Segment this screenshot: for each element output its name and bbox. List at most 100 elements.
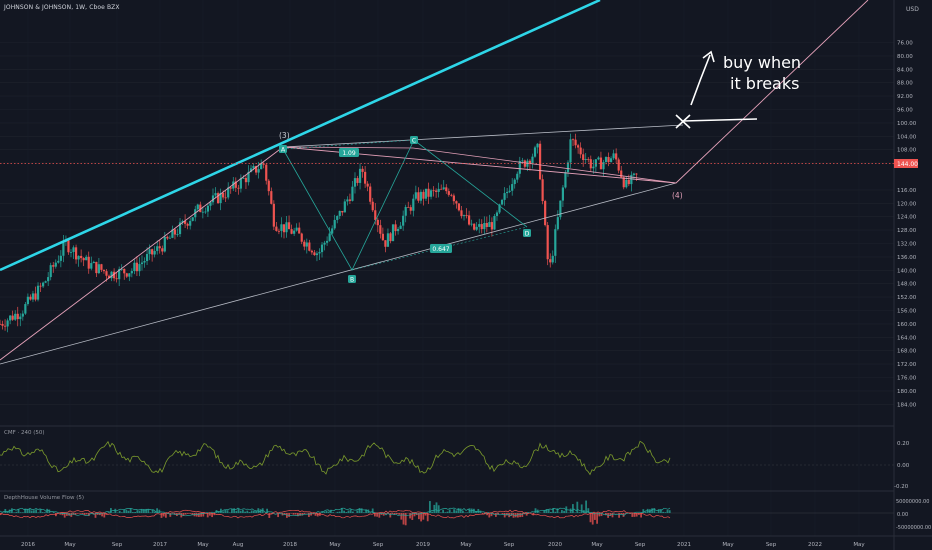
vflow-bar [244, 511, 246, 513]
candle-body [328, 233, 331, 241]
candle-body [232, 181, 235, 189]
candle-body [353, 178, 357, 187]
candle-body [465, 215, 468, 216]
candle-body [87, 256, 90, 269]
vflow-bar [591, 513, 594, 525]
vflow-bar [629, 513, 631, 514]
candle-body [290, 229, 293, 234]
vflow-bar [660, 509, 662, 513]
time-tick-label: Sep [373, 542, 384, 548]
candle-body [417, 192, 420, 201]
candle-body [592, 166, 595, 169]
breakout-line[interactable] [682, 118, 758, 122]
vflow-bar [662, 511, 664, 513]
candle-body [267, 180, 270, 192]
vflow-bar [477, 508, 480, 513]
candle-body [331, 228, 334, 234]
candle-body [260, 163, 263, 170]
candle-body [620, 170, 623, 178]
vflow-bar [6, 511, 9, 513]
vflow-bar [118, 510, 121, 513]
vflow-bar [635, 513, 638, 517]
vflow-bar [226, 510, 229, 513]
price-tick-label: 152.00 [897, 295, 917, 301]
candle-body [422, 191, 425, 199]
candle-body [158, 246, 161, 249]
vflow-bar [217, 512, 220, 513]
vflow-bar [600, 513, 603, 517]
symbol-title[interactable]: JOHNSON & JOHNSON, 1W, Cboe BZX [4, 4, 120, 11]
time-tick-label: May [329, 542, 341, 548]
vflow-bar [444, 512, 447, 513]
vflow-bar [550, 511, 552, 513]
price-axis[interactable]: 184.00 180.00 176.00 172.00 168.00 164.00 160.… [897, 41, 917, 409]
time-axis[interactable]: 2016 May Sep 2017 May Aug 2018 May Sep 2019 May Sep… [21, 542, 865, 548]
vflow-bar [448, 509, 451, 513]
upper-channel-line[interactable] [282, 124, 684, 148]
vflow-bar [160, 513, 163, 518]
breakout-x-mark-2 [675, 114, 691, 129]
vflow-title[interactable]: DepthHouse Volume Flow (5) [4, 495, 85, 501]
vflow-bar [33, 510, 35, 513]
cyan-trendline[interactable] [0, 0, 601, 272]
vflow-bar [134, 511, 136, 513]
vflow-bar [138, 510, 141, 513]
vflow-bar [195, 513, 198, 517]
candle-body [234, 181, 237, 188]
candle-body [632, 173, 636, 175]
cmf-title[interactable]: CMF · 240 (50) [4, 430, 45, 436]
ratio-1-label: 1.09 [342, 150, 356, 157]
point-a-tag [279, 145, 287, 153]
price-tick-label: 164.00 [897, 335, 917, 341]
candle-body [533, 147, 537, 157]
candle-body [156, 246, 159, 251]
vflow-bar [81, 513, 84, 514]
candle-body [343, 201, 346, 213]
vflow-bar [341, 508, 343, 513]
candle-body [604, 157, 608, 162]
candle-body [577, 145, 580, 148]
candle-body [118, 269, 121, 280]
candle-body [128, 273, 131, 277]
candle-body [579, 147, 582, 155]
price-tick-label: 84.00 [897, 67, 913, 73]
candle-body [498, 204, 501, 213]
harmonic-pattern[interactable] [282, 139, 528, 271]
candle-body [407, 206, 410, 208]
vflow-bar [594, 513, 596, 520]
candle-body [176, 234, 179, 235]
vflow-bar [248, 512, 251, 513]
lower-channel-line[interactable] [0, 182, 677, 365]
wave-path[interactable] [0, 0, 869, 361]
candle-body [470, 223, 473, 225]
point-c-tag [410, 136, 418, 144]
vflow-bar [121, 512, 123, 513]
ratio-2-tag [430, 244, 452, 253]
candle-body [490, 222, 494, 230]
candle-body [554, 229, 557, 256]
cmf-axis-0.00: 0.00 [897, 463, 910, 469]
vflow-bar [631, 513, 634, 517]
vflow-bar [457, 508, 460, 513]
candle-body [622, 177, 625, 188]
candle-body [59, 255, 62, 261]
candle-body [214, 193, 217, 196]
vflow-bar [525, 513, 528, 516]
candle-body [440, 188, 443, 190]
vflow-bar [424, 513, 427, 516]
candle-body [391, 224, 395, 242]
vflow-bar [202, 513, 205, 517]
candle-body [442, 187, 445, 190]
candle-body [467, 215, 471, 225]
vflow-bar [356, 510, 359, 513]
vflow-bar [519, 513, 521, 518]
time-tick-label: 2022 [808, 542, 822, 548]
candle-body [409, 207, 412, 211]
vflow-bar [83, 513, 86, 516]
vflow-bar [360, 508, 363, 513]
harmonic-line-ac[interactable] [282, 146, 677, 184]
price-tick-label: 148.00 [897, 282, 917, 288]
harmonic-dash-ac [282, 139, 415, 150]
vflow-bar [611, 513, 614, 518]
